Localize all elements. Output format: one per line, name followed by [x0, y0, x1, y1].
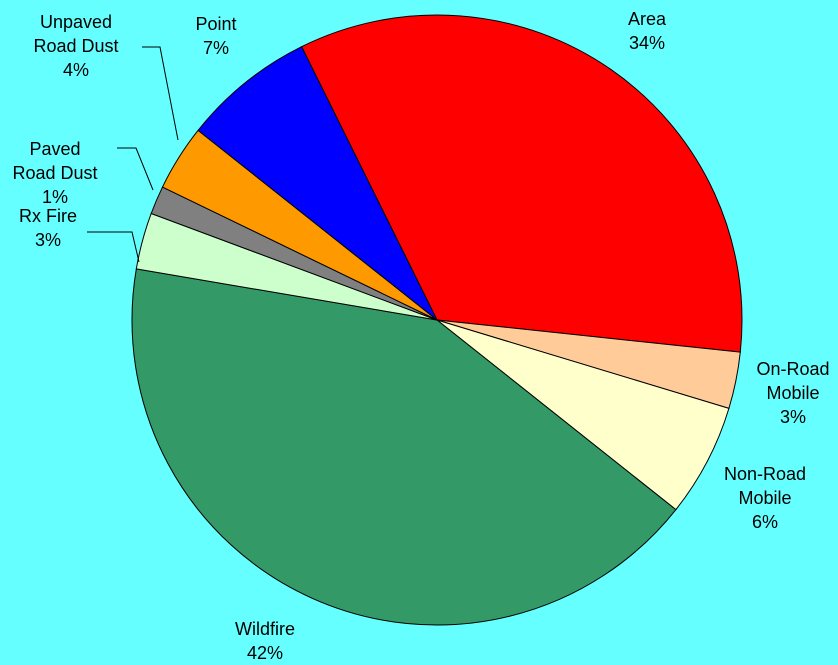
slice-label-line: Wildfire [235, 619, 295, 639]
slice-label-line: 7% [203, 38, 229, 58]
slice-label-line: 4% [63, 60, 89, 80]
slice-label-line: Paved [29, 139, 80, 159]
slice-label-line: Area [628, 9, 667, 29]
slice-label-line: 3% [780, 407, 806, 427]
slice-label-line: Rx Fire [19, 206, 77, 226]
slice-labels: Area 34% On-Road Mobile 3% Non-Road Mobile 6% Wi… [12, 9, 829, 663]
slice-label-unpaved-road-dust: Unpaved Road Dust 4% [33, 12, 118, 80]
pie-slices [131, 14, 743, 626]
slice-label-point: Point 7% [195, 14, 236, 58]
slice-label-line: Mobile [766, 383, 819, 403]
slice-label-line: On-Road [756, 359, 829, 379]
slice-label-line: Road Dust [12, 163, 97, 183]
leader-line-unpaved-road-dust [142, 46, 179, 141]
slice-label-line: 34% [629, 33, 665, 53]
slice-label-line: 6% [752, 512, 778, 532]
pie-slice-wildfire [131, 268, 677, 626]
pie-slice-point [197, 46, 438, 321]
label-leader-lines [87, 46, 179, 263]
slice-label-area: Area 34% [628, 9, 667, 53]
slice-label-paved-road-dust: Paved Road Dust 1% [12, 139, 97, 207]
slice-label-line: Point [195, 14, 236, 34]
slice-label-line: 1% [42, 187, 68, 207]
slice-label-wildfire: Wildfire 42% [235, 619, 295, 663]
slice-label-rx-fire: Rx Fire 3% [19, 206, 77, 250]
slice-label-non-road-mobile: Non-Road Mobile 6% [724, 464, 806, 532]
slice-label-line: Road Dust [33, 36, 118, 56]
slice-label-line: 3% [35, 230, 61, 250]
slice-label-line: Mobile [738, 488, 791, 508]
slice-label-line: Unpaved [40, 12, 112, 32]
leader-line-rx-fire [87, 231, 140, 263]
slice-label-on-road-mobile: On-Road Mobile 3% [756, 359, 829, 427]
slice-label-line: Non-Road [724, 464, 806, 484]
leader-line-paved-road-dust [117, 147, 154, 191]
slice-label-line: 42% [247, 643, 283, 663]
